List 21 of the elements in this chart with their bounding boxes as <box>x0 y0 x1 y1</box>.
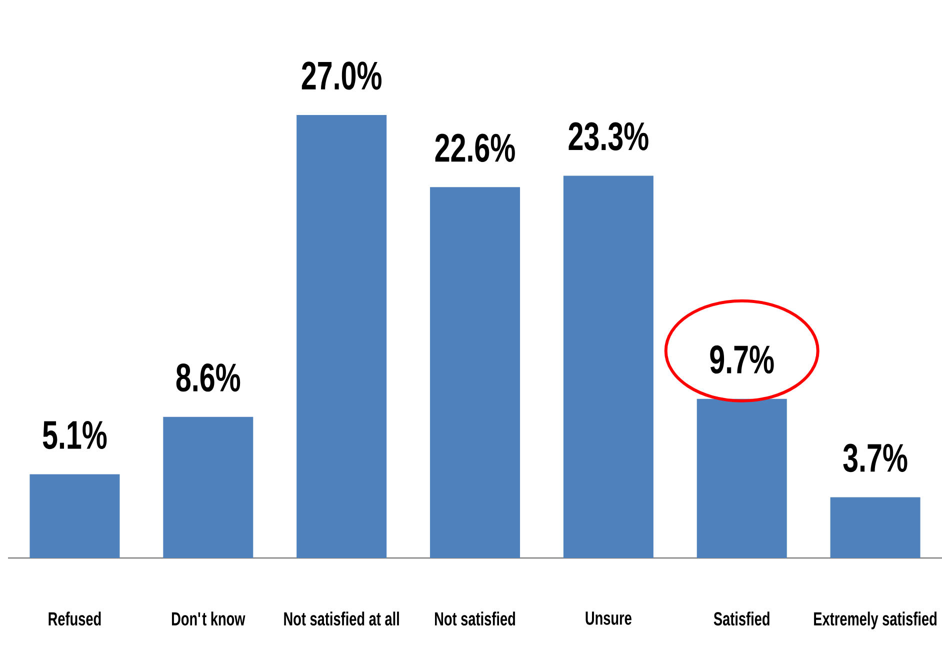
x-tick-label: Extremely satisfied <box>814 612 936 630</box>
bar <box>430 187 520 558</box>
bar <box>830 497 920 558</box>
bar <box>30 474 120 558</box>
x-tick-label: Not satisfied <box>435 612 515 626</box>
bar <box>163 416 254 558</box>
x-tick-label: Satisfied <box>714 612 770 626</box>
data-label: 5.1% <box>42 421 107 450</box>
x-tick-label: Refused <box>48 612 101 626</box>
data-label: 23.3% <box>568 122 648 150</box>
x-tick-label: Don't know <box>172 612 246 626</box>
bar <box>563 176 654 558</box>
data-label: 3.7% <box>843 444 908 472</box>
x-tick-label: Not satisfied at all <box>284 612 399 626</box>
data-label: 8.6% <box>176 363 240 392</box>
bar <box>696 398 787 558</box>
bar <box>296 114 387 558</box>
data-label: 27.0% <box>302 62 382 90</box>
x-tick-label: Unsure <box>586 612 632 625</box>
data-label: 22.6% <box>435 134 515 162</box>
data-label: 9.7% <box>710 345 774 374</box>
